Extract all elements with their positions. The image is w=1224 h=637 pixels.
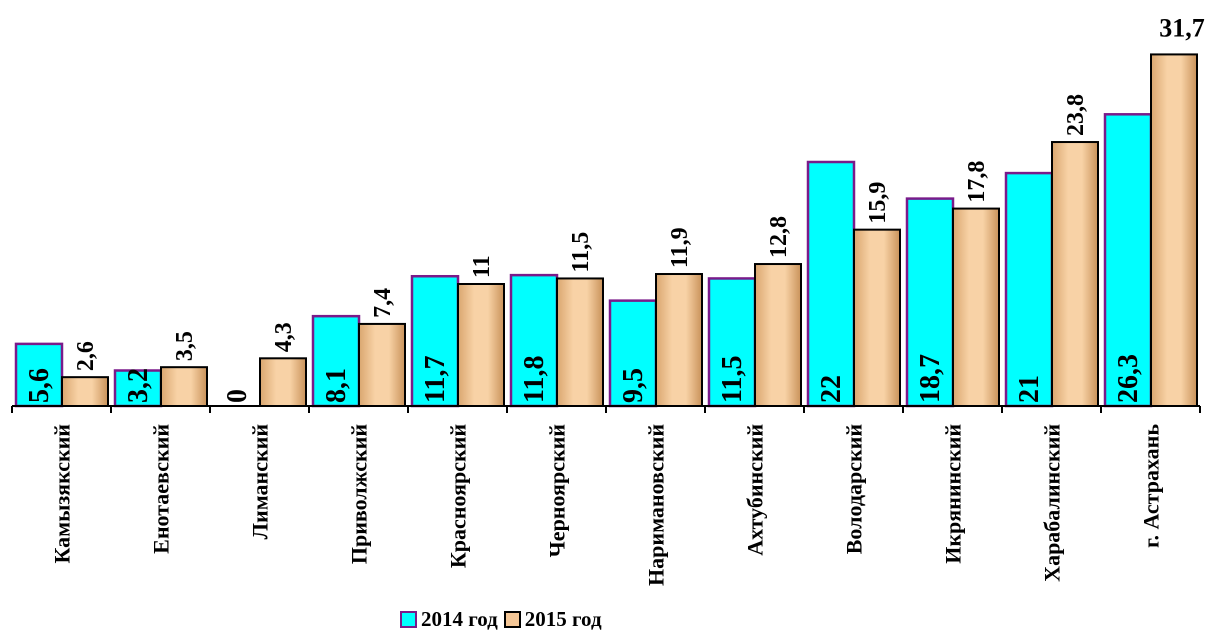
category-label: Лиманский [248, 424, 273, 540]
category-label: Красноярский [446, 424, 471, 568]
category-label: Приволжский [347, 424, 372, 564]
category-label: Камызякский [50, 424, 75, 564]
category-label: Енотаевский [149, 424, 174, 554]
legend-label-2015: 2015 год [524, 606, 602, 631]
data-label-2015: 17,8 [964, 161, 990, 203]
data-label-2014: 11,7 [420, 356, 451, 403]
data-label-2014: 3,2 [123, 368, 154, 403]
bar-2015 [259, 357, 307, 407]
bar-2014 [1004, 171, 1054, 408]
legend-item-2015: 2015 год [503, 606, 602, 632]
data-label-2014: 11,5 [717, 356, 748, 403]
data-label-2014: 18,7 [915, 354, 946, 403]
category-label: г. Астрахань [1139, 424, 1164, 548]
bar-2015 [952, 207, 1000, 407]
data-label-2014: 5,6 [24, 368, 55, 403]
data-label-2014: 21 [1014, 375, 1045, 403]
bar-2015 [1051, 141, 1099, 407]
bar-2015 [358, 322, 406, 407]
data-label-2014: 22 [816, 375, 847, 403]
legend-item-2014: 2014 год [400, 607, 498, 632]
data-label-2015: 11,9 [667, 227, 693, 268]
data-label-2014: 11,8 [519, 356, 550, 403]
data-label-2014: 9,5 [618, 368, 649, 403]
bar-2015 [457, 283, 505, 407]
data-label-2015: 31,7 [1159, 13, 1205, 42]
legend-swatch-2014 [400, 610, 417, 628]
data-label-2015: 12,8 [766, 216, 792, 258]
category-label: Наримановский [644, 424, 669, 586]
data-label-2015: 2,6 [73, 341, 99, 371]
data-label-2015: 15,9 [865, 182, 891, 224]
bar-2015 [61, 376, 109, 407]
category-label: Харабалинский [1040, 424, 1065, 582]
data-label-2015: 11,5 [568, 232, 594, 273]
data-label-2015: 3,5 [172, 331, 198, 361]
bar-2014 [608, 299, 658, 408]
bar-2015 [1150, 53, 1198, 407]
data-label-2015: 11 [469, 255, 495, 278]
data-label-2015: 4,3 [271, 322, 297, 352]
data-label-2014: 8,1 [321, 368, 352, 403]
data-label-2015: 7,4 [370, 288, 396, 318]
bar-2014 [806, 160, 856, 408]
bar-2014 [905, 197, 955, 408]
category-label: Икрянинский [941, 424, 966, 564]
legend: 2014 год 2015 год [400, 606, 608, 632]
bar-2015 [853, 228, 901, 407]
data-label-2015: 23,8 [1063, 94, 1089, 136]
legend-swatch-2015 [503, 610, 521, 628]
category-label: Черноярский [545, 424, 570, 558]
bar-2015 [160, 366, 208, 408]
bar-2015 [655, 273, 703, 407]
data-label-2014: 26,3 [1113, 354, 1144, 403]
category-label: Володарский [842, 424, 867, 555]
legend-label-2014: 2014 год [421, 606, 498, 631]
data-label-2014: 0 [222, 389, 253, 403]
bar-2015 [754, 263, 802, 408]
category-label: Ахтубинский [743, 424, 768, 556]
bar-2015 [556, 277, 604, 408]
